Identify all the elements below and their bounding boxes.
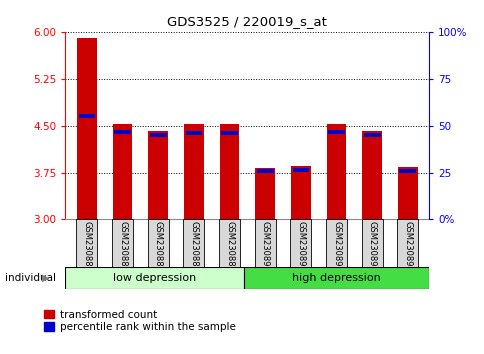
FancyBboxPatch shape [76,219,97,267]
Bar [255,168,274,219]
Bar [328,130,344,134]
FancyBboxPatch shape [65,267,243,289]
Bar [185,131,202,135]
Text: GSM230894: GSM230894 [403,221,411,272]
FancyBboxPatch shape [243,267,428,289]
Bar [183,124,203,219]
Text: low depression: low depression [113,273,196,282]
Bar [399,170,415,173]
Text: GSM230889: GSM230889 [225,221,234,272]
Bar [326,124,346,219]
Text: GSM230887: GSM230887 [153,221,162,272]
Text: individual ▶: individual ▶ [150,277,158,278]
Text: GSM230891: GSM230891 [296,221,305,272]
Text: GSM230888: GSM230888 [189,221,198,272]
FancyBboxPatch shape [361,219,382,267]
Bar [150,133,166,137]
Legend: transformed count, percentile rank within the sample: transformed count, percentile rank withi… [44,310,235,332]
Bar [257,170,273,173]
Bar [397,167,417,219]
FancyBboxPatch shape [183,219,204,267]
Bar [363,133,380,137]
FancyBboxPatch shape [290,219,311,267]
Bar [78,114,95,118]
Bar [292,168,308,172]
FancyBboxPatch shape [147,219,168,267]
Text: ▶: ▶ [42,273,49,282]
FancyBboxPatch shape [219,219,240,267]
Text: GSM230890: GSM230890 [260,221,269,272]
Title: GDS3525 / 220019_s_at: GDS3525 / 220019_s_at [167,15,327,28]
Bar [362,131,381,219]
Text: GSM230892: GSM230892 [332,221,340,272]
FancyBboxPatch shape [112,219,133,267]
FancyBboxPatch shape [254,219,275,267]
FancyBboxPatch shape [325,219,347,267]
Text: GSM230893: GSM230893 [367,221,376,272]
Bar [148,131,167,219]
Bar [114,130,131,134]
Bar [112,124,132,219]
Bar [290,166,310,219]
Text: high depression: high depression [291,273,380,282]
Text: individual: individual [5,273,56,282]
Bar [221,131,237,135]
Text: GSM230885: GSM230885 [82,221,91,272]
Bar [219,124,239,219]
Text: GSM230886: GSM230886 [118,221,127,272]
Bar [77,38,96,219]
FancyBboxPatch shape [396,219,418,267]
